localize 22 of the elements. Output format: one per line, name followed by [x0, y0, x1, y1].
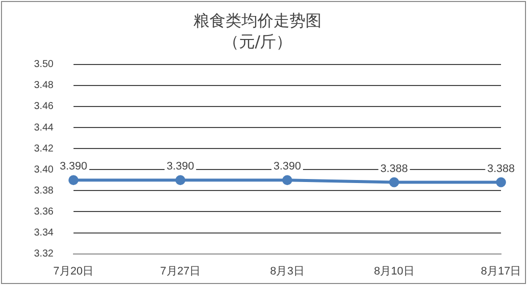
y-tick-label: 3.36	[34, 206, 54, 218]
text: 3.388	[380, 162, 408, 175]
text: 3.390	[60, 160, 88, 173]
y-tick-label: 3.48	[34, 80, 54, 92]
y-tick-label: 3.46	[34, 101, 54, 112]
x-tick-label: 8月3日	[270, 265, 304, 278]
x-tick-label: 8月17日	[480, 265, 522, 278]
chart-title: 粮食类均价走势图	[194, 10, 322, 30]
text: 3.390	[166, 160, 194, 173]
text: 3.388	[487, 162, 515, 175]
y-tick-label: 3.50	[34, 59, 54, 70]
y-tick-label: 3.40	[34, 164, 54, 176]
y-tick-label: 3.42	[34, 143, 54, 154]
y-tick-label: 3.34	[34, 228, 54, 239]
y-tick-label: 3.32	[34, 248, 54, 260]
text: 3.390	[273, 160, 301, 173]
chart-subtitle: （元/斤）	[222, 32, 292, 51]
y-tick-label: 3.44	[34, 122, 54, 134]
x-tick-label: 7月27日	[160, 265, 201, 278]
x-tick-label: 8月10日	[374, 265, 414, 278]
y-tick-label: 3.38	[34, 185, 54, 196]
x-tick-label: 7月20日	[53, 265, 94, 278]
